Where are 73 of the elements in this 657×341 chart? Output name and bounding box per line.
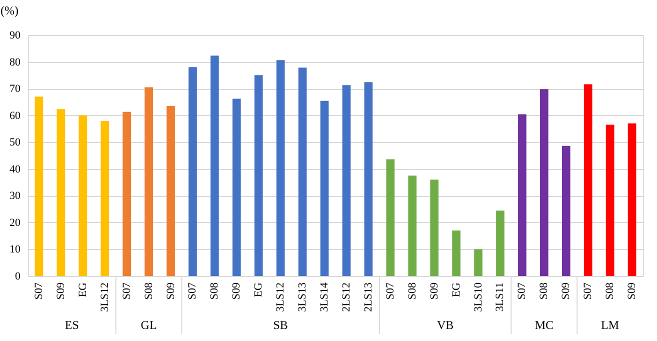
x-tick-label: S07 [120,282,133,300]
x-tick-label: 3LS14 [318,282,331,312]
x-tick-label: S08 [604,282,616,300]
bar [496,210,504,276]
text: LM [601,318,620,332]
x-tick-label: S07 [384,282,396,300]
bar [78,115,88,276]
x-tick-label: S09 [230,282,243,300]
x-tick-label: S07 [32,282,45,300]
bar [122,112,132,276]
x-tick-label: 3LS12 [98,282,111,312]
x-tick-label: 3LS10 [472,282,484,312]
y-tick-label: 0 [15,270,21,282]
x-tick-label: S08 [142,282,155,300]
y-tick-label: 70 [10,83,21,96]
bar [342,85,351,276]
x-tick-label: S09 [164,282,177,300]
bar [210,56,219,276]
x-tick-label: EG [252,282,265,298]
y-tick-label: 50 [10,136,21,149]
bar [628,123,636,276]
bar [232,98,241,276]
text: SB [273,318,288,332]
x-tick-label: S08 [538,282,550,300]
x-tick-label: 3LS13 [296,282,309,312]
bar [606,124,614,276]
bar [364,82,373,276]
y-tick-label: 20 [10,216,21,229]
x-tick-label: EG [450,282,462,298]
bar [386,159,395,276]
x-tick-label: 3LS12 [274,282,287,312]
x-tick-label: 2LS12 [340,282,352,312]
x-tick-label: 2LS13 [362,282,374,312]
x-tick-label: S07 [516,282,528,300]
bar [166,106,175,276]
y-tick-label: 10 [10,244,21,256]
bar [276,60,285,276]
bar [56,109,66,276]
y-tick-label: 90 [10,30,21,42]
y-tick-label: 60 [10,110,21,122]
bar [34,96,44,276]
bar [408,176,417,276]
bar [430,180,439,276]
bar [540,89,548,276]
x-tick-label: S07 [186,282,199,300]
bar [518,114,526,276]
y-tick-label: 80 [10,56,21,68]
x-tick-label: S07 [582,282,594,300]
bar [298,68,307,276]
text: MC [534,318,554,332]
bar [320,100,329,276]
bar [584,84,592,276]
x-tick-label: S08 [406,282,418,300]
bar [188,67,197,276]
y-tick-label: 30 [10,190,21,202]
x-tick-label: S09 [54,282,67,300]
x-tick-label: S09 [428,282,440,300]
x-tick-label: S09 [560,282,572,300]
x-tick-label: S09 [626,282,638,300]
bar [562,146,570,276]
x-tick-label: EG [76,282,89,298]
x-tick-label: 3LS11 [494,282,506,312]
text: ES [64,318,79,332]
y-axis-title: (%) [0,4,18,18]
y-tick-label: 40 [10,163,21,176]
bar [144,87,153,276]
bar [474,249,482,276]
x-tick-label: S08 [208,282,221,300]
bar [452,230,460,276]
text: GL [140,318,157,332]
text: VB [436,318,454,332]
bar [254,75,263,276]
bar [100,120,110,276]
